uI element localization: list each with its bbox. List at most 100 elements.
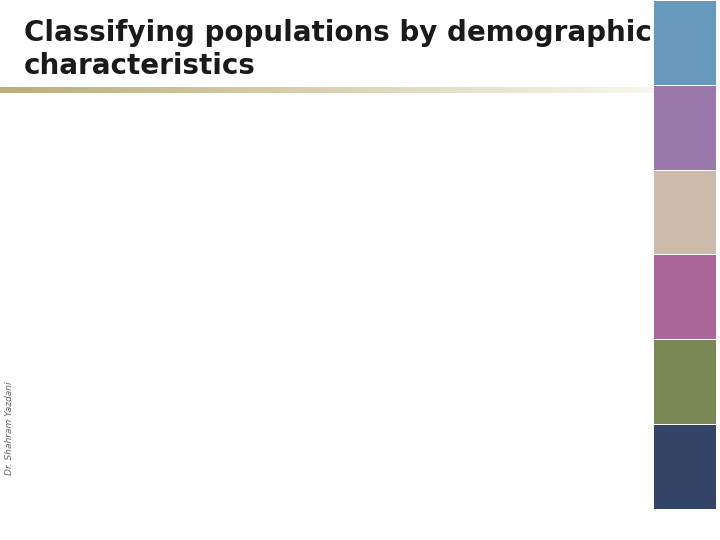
Bar xyxy=(618,87,620,93)
Bar xyxy=(410,87,412,93)
Bar xyxy=(149,87,151,93)
Bar xyxy=(269,87,271,93)
Bar xyxy=(567,87,570,93)
Bar xyxy=(506,87,508,93)
Bar xyxy=(186,87,189,93)
Bar xyxy=(116,87,118,93)
Bar xyxy=(138,87,140,93)
Bar xyxy=(557,87,559,93)
Bar xyxy=(265,87,267,93)
Bar xyxy=(596,87,598,93)
Bar xyxy=(202,87,204,93)
Bar xyxy=(626,87,629,93)
Bar xyxy=(35,87,37,93)
Bar xyxy=(366,87,368,93)
Bar xyxy=(640,87,642,93)
Bar xyxy=(462,87,464,93)
Bar xyxy=(469,87,471,93)
Bar xyxy=(432,87,434,93)
Bar xyxy=(210,87,212,93)
Bar xyxy=(368,87,370,93)
Bar xyxy=(631,87,634,93)
Bar xyxy=(61,87,63,93)
Bar xyxy=(130,87,132,93)
Bar xyxy=(408,87,410,93)
Bar xyxy=(458,87,460,93)
Bar xyxy=(616,87,618,93)
Bar xyxy=(624,87,626,93)
Bar xyxy=(541,87,544,93)
Bar xyxy=(412,87,414,93)
Bar xyxy=(399,87,401,93)
Bar xyxy=(590,87,592,93)
Bar xyxy=(29,87,31,93)
Bar xyxy=(199,87,202,93)
Bar xyxy=(27,87,29,93)
Bar xyxy=(572,87,574,93)
Bar xyxy=(221,87,223,93)
Bar xyxy=(390,87,392,93)
Bar xyxy=(228,87,230,93)
Bar xyxy=(184,87,186,93)
Bar xyxy=(605,87,607,93)
Bar xyxy=(588,87,590,93)
Bar xyxy=(473,87,475,93)
Bar xyxy=(475,87,477,93)
Bar xyxy=(70,87,72,93)
Bar xyxy=(622,87,624,93)
Bar xyxy=(151,87,153,93)
Bar xyxy=(526,87,528,93)
Bar xyxy=(261,87,263,93)
Bar xyxy=(634,87,636,93)
Bar xyxy=(215,87,217,93)
Bar xyxy=(654,1,716,85)
Bar xyxy=(372,87,374,93)
Bar xyxy=(425,87,427,93)
Bar xyxy=(315,87,318,93)
Bar xyxy=(322,87,324,93)
Bar xyxy=(57,87,59,93)
Bar xyxy=(436,87,438,93)
Bar xyxy=(197,87,199,93)
Bar xyxy=(164,87,166,93)
Bar xyxy=(647,87,649,93)
Bar xyxy=(467,87,469,93)
Bar xyxy=(603,87,605,93)
Bar xyxy=(109,87,112,93)
Bar xyxy=(655,87,657,93)
Bar xyxy=(548,87,550,93)
Bar xyxy=(638,87,640,93)
Bar xyxy=(171,87,173,93)
Bar xyxy=(105,87,107,93)
Bar xyxy=(206,87,208,93)
Bar xyxy=(305,87,307,93)
Bar xyxy=(246,87,248,93)
Bar xyxy=(2,87,4,93)
Bar xyxy=(487,87,489,93)
Bar xyxy=(418,87,420,93)
Bar xyxy=(143,87,145,93)
Bar xyxy=(258,87,261,93)
Bar xyxy=(364,87,366,93)
Bar xyxy=(243,87,246,93)
Bar xyxy=(309,87,311,93)
Bar xyxy=(4,87,6,93)
Bar xyxy=(374,87,377,93)
Bar xyxy=(654,425,716,509)
Bar xyxy=(464,87,467,93)
Bar xyxy=(600,87,603,93)
Bar xyxy=(495,87,498,93)
Bar xyxy=(31,87,33,93)
Bar xyxy=(550,87,552,93)
Bar xyxy=(6,87,9,93)
Bar xyxy=(510,87,513,93)
Bar xyxy=(384,87,386,93)
Bar xyxy=(225,87,228,93)
Bar xyxy=(533,87,535,93)
Bar xyxy=(55,87,57,93)
Bar xyxy=(153,87,156,93)
Text: Classifying populations by demographic
characteristics: Classifying populations by demographic c… xyxy=(24,19,652,80)
Bar xyxy=(84,87,86,93)
Bar xyxy=(252,87,254,93)
Bar xyxy=(241,87,243,93)
